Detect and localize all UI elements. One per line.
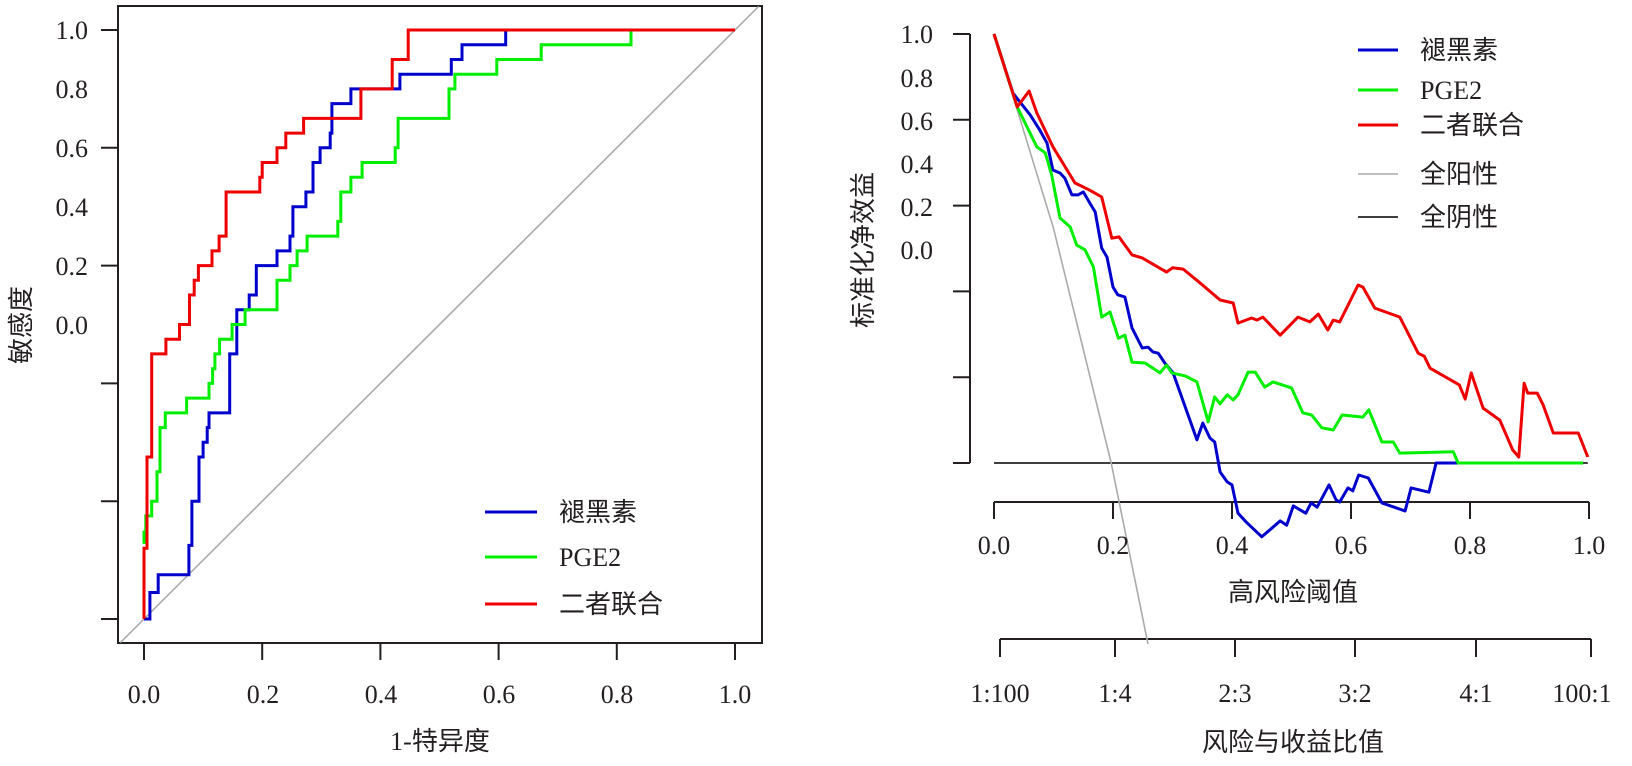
roc-curve-combined xyxy=(142,28,735,619)
roc-x-tick-label: 0.0 xyxy=(128,680,161,709)
dca-legend-label-pge2: PGE2 xyxy=(1420,76,1482,105)
dca-x-axis xyxy=(993,502,1590,519)
dca-odds-tick-label: 1:100 xyxy=(970,679,1029,708)
dca-odds-tick-label: 4:1 xyxy=(1459,679,1492,708)
dca-curve-combined xyxy=(992,33,1590,459)
roc-plot-frame xyxy=(117,5,763,644)
dca-x-axis-title: 高风险阈值 xyxy=(1228,578,1358,607)
dca-legend-label-treat-none: 全阴性 xyxy=(1420,203,1498,232)
dca-odds-axis-title: 风险与收益比值 xyxy=(1202,728,1384,757)
dca-y-tick-label: 1.0 xyxy=(901,20,934,49)
dca-x-tick-label: 0.0 xyxy=(978,531,1011,560)
dca-curve-treat-all xyxy=(993,33,1149,644)
roc-y-axis-title: 敏感度 xyxy=(7,286,36,364)
dca-x-tick-label: 0.2 xyxy=(1097,531,1130,560)
dca-y-tick-label: 0.4 xyxy=(901,150,934,179)
roc-y-tick-label: 1.0 xyxy=(56,16,89,45)
roc-x-tick-label: 0.6 xyxy=(483,680,516,709)
roc-y-tick-label: 0.4 xyxy=(56,193,89,222)
roc-y-tick-label: 0.0 xyxy=(56,311,89,340)
roc-y-tick-label: 0.6 xyxy=(56,134,89,163)
roc-y-axis xyxy=(101,29,118,620)
roc-legend-label-combined: 二者联合 xyxy=(559,590,663,619)
dca-x-tick-label: 0.4 xyxy=(1216,531,1249,560)
dca-legend: 褪黑素 PGE2 二者联合 全阳性 全阴性 xyxy=(1358,36,1524,232)
dca-x-tick-label: 0.6 xyxy=(1335,531,1368,560)
dca-y-tick-label: 0.6 xyxy=(901,107,934,136)
roc-reference-diagonal xyxy=(119,5,760,644)
roc-y-tick-label: 0.8 xyxy=(56,75,89,104)
roc-x-tick-label: 1.0 xyxy=(719,680,752,709)
dca-y-tick-label: 0.2 xyxy=(901,193,934,222)
dca-odds-tick-label: 100:1 xyxy=(1552,679,1611,708)
roc-series-layer xyxy=(142,28,735,621)
roc-curve-pge2 xyxy=(142,28,735,544)
dca-x-tick-label: 0.8 xyxy=(1454,531,1487,560)
dca-legend-label-treat-all: 全阳性 xyxy=(1420,160,1498,189)
dca-odds-tick-label: 3:2 xyxy=(1338,679,1371,708)
roc-x-axis-title: 1-特异度 xyxy=(390,727,490,756)
dca-y-tick-label: 0.0 xyxy=(901,236,934,265)
dca-legend-label-combined: 二者联合 xyxy=(1420,111,1524,140)
dca-odds-tick-label: 1:4 xyxy=(1098,679,1131,708)
dca-curve-melatonin xyxy=(992,33,1459,539)
roc-reference-layer xyxy=(119,5,760,644)
roc-y-tick-label: 0.2 xyxy=(56,252,89,281)
roc-legend-label-pge2: PGE2 xyxy=(559,543,621,572)
dca-y-axis-title: 标准化净效益 xyxy=(849,172,878,328)
dca-y-tick-label: 0.8 xyxy=(901,64,934,93)
roc-legend-label-melatonin: 褪黑素 xyxy=(559,498,637,527)
dca-odds-axis xyxy=(999,639,1592,657)
roc-legend: 褪黑素 PGE2 二者联合 xyxy=(485,498,663,619)
dca-curve-pge2 xyxy=(992,33,1583,465)
dca-odds-tick-label: 2:3 xyxy=(1218,679,1251,708)
dca-x-tick-label: 1.0 xyxy=(1573,531,1606,560)
roc-x-tick-label: 0.8 xyxy=(601,680,634,709)
roc-chart: 1.0 0.8 0.6 0.4 0.2 0.0 0.0 0.2 0.4 0.6 … xyxy=(7,5,763,756)
decision-curve-chart: 1.0 0.8 0.6 0.4 0.2 0.0 0.0 0.2 0.4 0.6 … xyxy=(849,20,1612,757)
roc-x-tick-label: 0.4 xyxy=(365,680,398,709)
roc-x-axis xyxy=(143,643,736,660)
roc-x-tick-label: 0.2 xyxy=(247,680,280,709)
dca-series-layer xyxy=(992,33,1590,644)
dca-legend-label-melatonin: 褪黑素 xyxy=(1420,36,1498,65)
dca-y-axis xyxy=(953,33,970,464)
